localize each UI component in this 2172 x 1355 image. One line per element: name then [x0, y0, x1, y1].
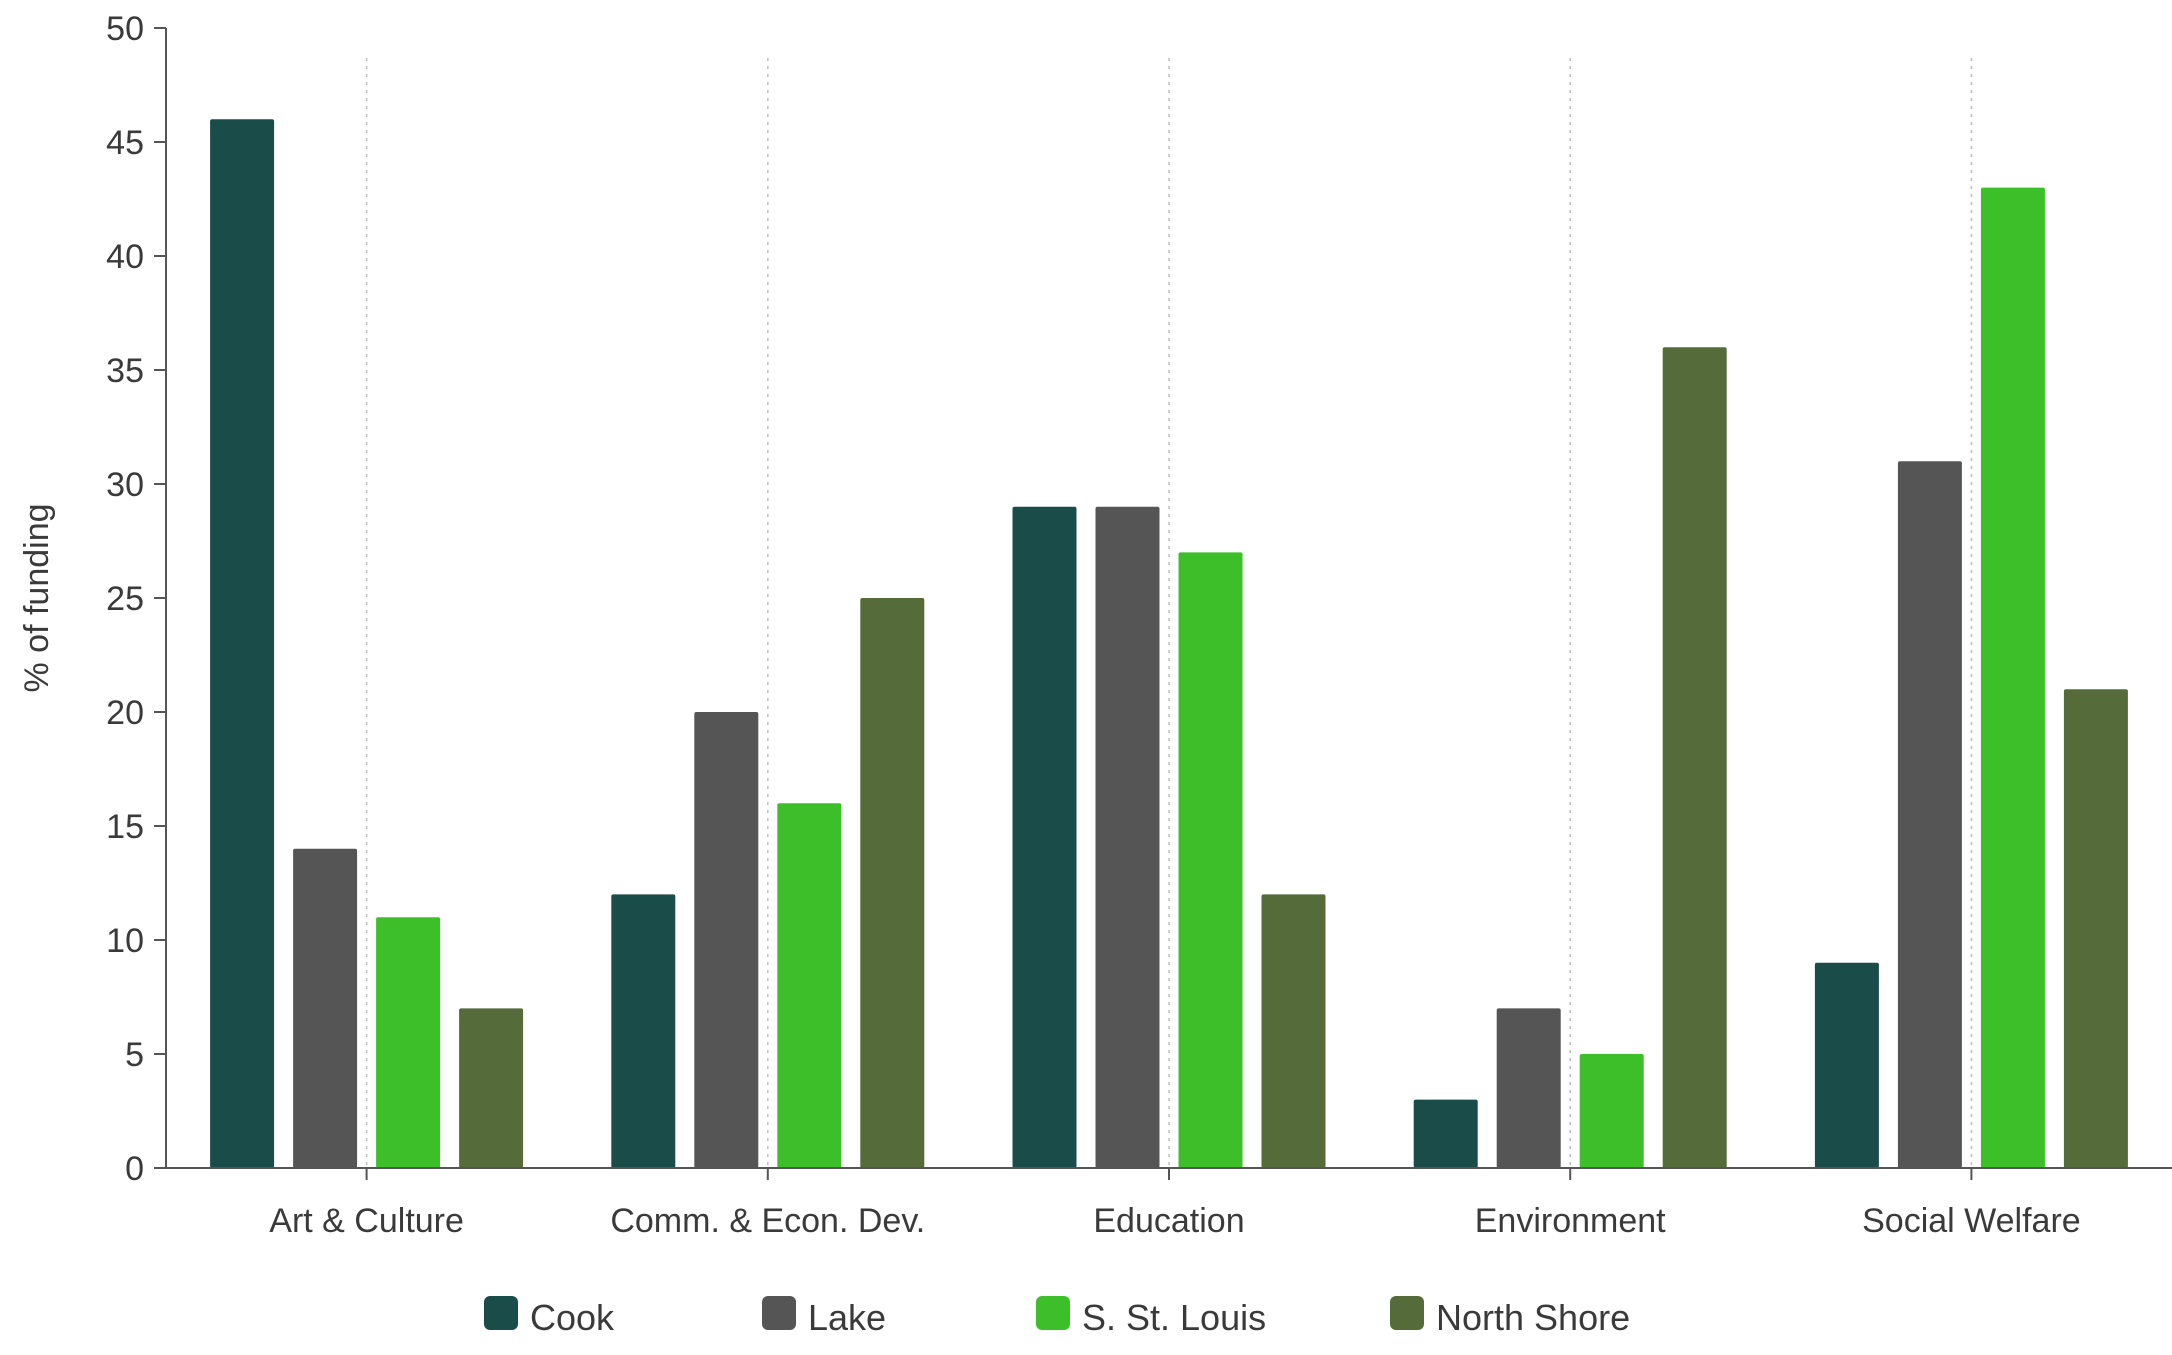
- bar: [1413, 1099, 1478, 1168]
- y-tick-label: 15: [106, 808, 144, 846]
- legend-label: North Shore: [1436, 1297, 1630, 1338]
- legend: Cook Lake S. St. Louis North Shore: [484, 1296, 1630, 1338]
- y-tick-label: 40: [106, 238, 144, 276]
- x-category-label: Comm. & Econ. Dev.: [610, 1202, 925, 1240]
- y-axis-title: % of funding: [18, 503, 56, 692]
- bar: [210, 119, 275, 1169]
- x-category-labels: Art & Culture Comm. & Econ. Dev. Education…: [269, 1168, 2081, 1240]
- y-ticks: 0 5 10 15 20 25 30 35 40 45 50: [106, 10, 166, 1188]
- bar: [860, 598, 925, 1168]
- bar: [1496, 1008, 1561, 1168]
- bar: [1178, 552, 1243, 1168]
- bars-layer: [210, 119, 2128, 1169]
- y-tick-label: 35: [106, 352, 144, 390]
- bar: [1579, 1054, 1644, 1168]
- y-tick-label: 25: [106, 580, 144, 618]
- legend-swatch: [1390, 1296, 1424, 1330]
- bar: [1814, 962, 1879, 1168]
- bar: [1897, 461, 1962, 1168]
- y-tick-label: 50: [106, 10, 144, 48]
- bar: [2063, 689, 2128, 1168]
- y-tick-label: 30: [106, 466, 144, 504]
- bar: [694, 712, 759, 1168]
- legend-swatch: [762, 1296, 796, 1330]
- legend-swatch: [484, 1296, 518, 1330]
- legend-label: Lake: [808, 1297, 886, 1338]
- legend-label: Cook: [530, 1297, 615, 1338]
- y-tick-label: 10: [106, 922, 144, 960]
- bar: [1012, 506, 1077, 1168]
- x-category-label: Education: [1093, 1202, 1244, 1240]
- bar: [459, 1008, 524, 1168]
- bar: [777, 803, 842, 1168]
- bar: [1095, 506, 1160, 1168]
- legend-swatch: [1036, 1296, 1070, 1330]
- y-tick-label: 5: [125, 1036, 144, 1074]
- bar: [293, 848, 358, 1168]
- x-category-label: Environment: [1475, 1202, 1666, 1240]
- y-tick-label: 0: [125, 1150, 144, 1188]
- legend-label: S. St. Louis: [1082, 1297, 1266, 1338]
- y-tick-label: 20: [106, 694, 144, 732]
- x-category-label: Social Welfare: [1862, 1202, 2081, 1240]
- bar: [1980, 187, 2045, 1169]
- x-category-label: Art & Culture: [269, 1202, 464, 1240]
- grid-layer: [365, 58, 1973, 1168]
- bar: [376, 917, 441, 1168]
- bar: [1261, 894, 1326, 1168]
- bar: [1662, 347, 1727, 1168]
- bar: [611, 894, 676, 1168]
- y-tick-label: 45: [106, 124, 144, 162]
